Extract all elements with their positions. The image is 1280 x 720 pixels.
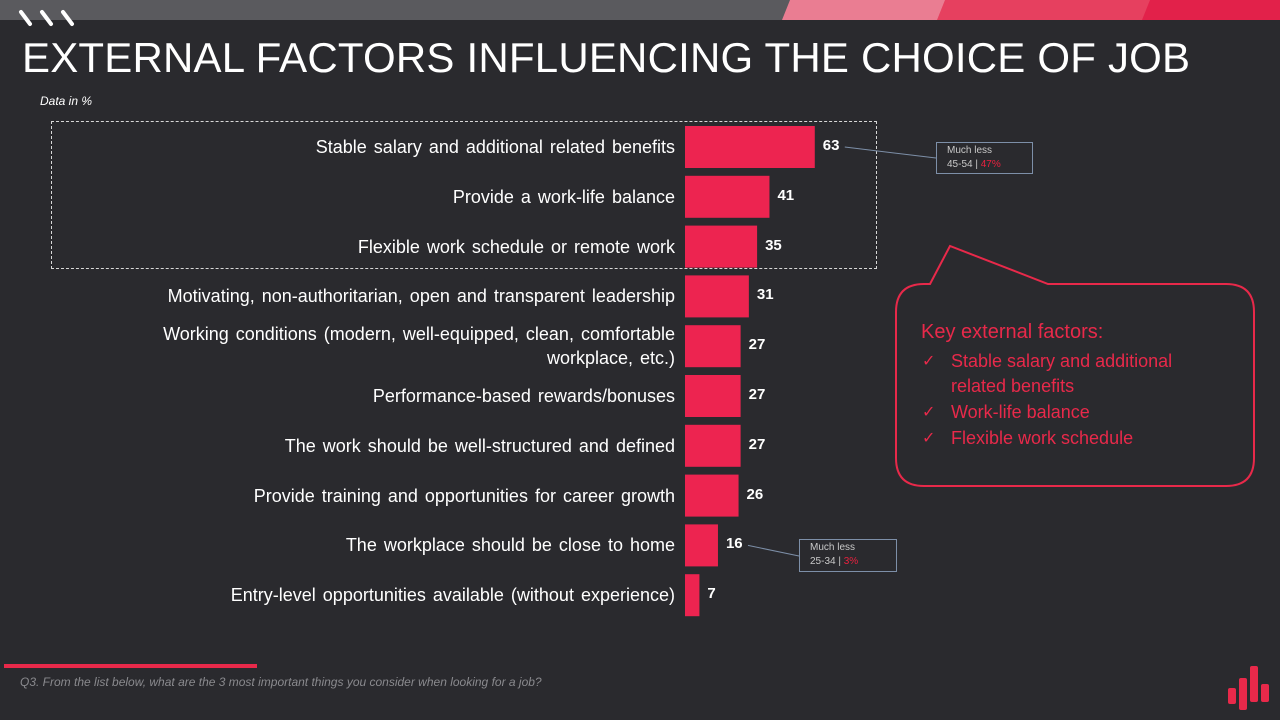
key-factor-text: Stable salary and additional related ben… [951,351,1173,396]
bar-4 [685,275,749,318]
value-label: 63 [822,137,840,154]
callout-separator: | [975,159,978,170]
value-label: 7 [707,585,716,603]
bar-1 [685,126,815,168]
category-label: Performance-based rewards/bonuses [372,386,675,406]
callout-separator: | [838,556,841,567]
bar-9 [685,524,718,567]
category-label: Motivating, non-authoritarian, open and … [167,286,675,307]
value-label: 27 [748,435,766,453]
bar-10 [685,574,700,617]
key-factor-item: ✓ Flexible work schedule [921,426,1221,451]
bar-7 [685,424,741,467]
key-factor-item: ✓ Work-life balance [921,400,1221,425]
category-label: Working conditions (modern, well-equippe… [163,324,675,369]
callout-group: 45-54 [947,159,973,170]
callout-value: 3% [843,556,859,567]
value-label: 16 [725,535,743,553]
bar-2 [685,175,770,218]
page-title: EXTERNAL FACTORS INFLUENCING THE CHOICE … [22,34,1191,81]
checkmark-icon: ✓ [922,404,936,421]
top-banner [0,0,1280,20]
footer-accent-line [4,664,257,668]
key-factor-item: ✓ Stable salary and additional related b… [921,349,1221,399]
key-factors-list: ✓ Stable salary and additional related b… [921,349,1221,452]
category-label: Entry-level opportunities available (wit… [230,585,675,606]
value-label: 27 [748,386,766,403]
category-label: The work should be well-structured and d… [284,435,675,456]
slash-marks-icon [19,10,74,26]
value-label: 27 [748,336,766,354]
bar-3 [685,225,758,268]
callout-connector-line [844,146,937,159]
value-label: 41 [777,186,795,204]
key-factor-text: Flexible work schedule [951,428,1134,448]
category-label: Provide training and opportunities for c… [253,485,675,506]
callout-age-25-34: Much less 25-34 | 3% [799,539,897,572]
speech-bubble-icon [895,244,1255,487]
data-unit-note: Data in % [40,94,93,108]
bar-6 [685,375,741,417]
bar-8 [685,474,739,517]
callout-value: 47% [980,159,1001,170]
callout-label: Much less [810,542,856,553]
checkmark-icon: ✓ [922,353,936,370]
question-footnote: Q3. From the list below, what are the 3 … [20,675,542,689]
value-label: 31 [756,286,774,304]
callout-label: Much less [947,145,993,156]
value-label: 26 [746,485,764,503]
value-label: 35 [765,236,782,254]
callout-age-45-54: Much less 45-54 | 47% [936,142,1033,174]
key-factor-text: Work-life balance [951,402,1090,422]
bar-logo-icon [1228,666,1269,710]
key-factors-title: Key external factors: [921,321,1104,343]
callout-connector-line [747,544,800,557]
callout-group: 25-34 [810,556,836,567]
checkmark-icon: ✓ [922,430,936,447]
bar-5 [685,325,741,368]
category-label: Provide a work-life balance [452,186,675,207]
top-three-highlight-box [51,121,877,269]
category-label: Flexible work schedule or remote work [357,236,675,257]
category-label: The workplace should be close to home [345,535,675,556]
category-label: Stable salary and additional related ben… [315,137,675,157]
